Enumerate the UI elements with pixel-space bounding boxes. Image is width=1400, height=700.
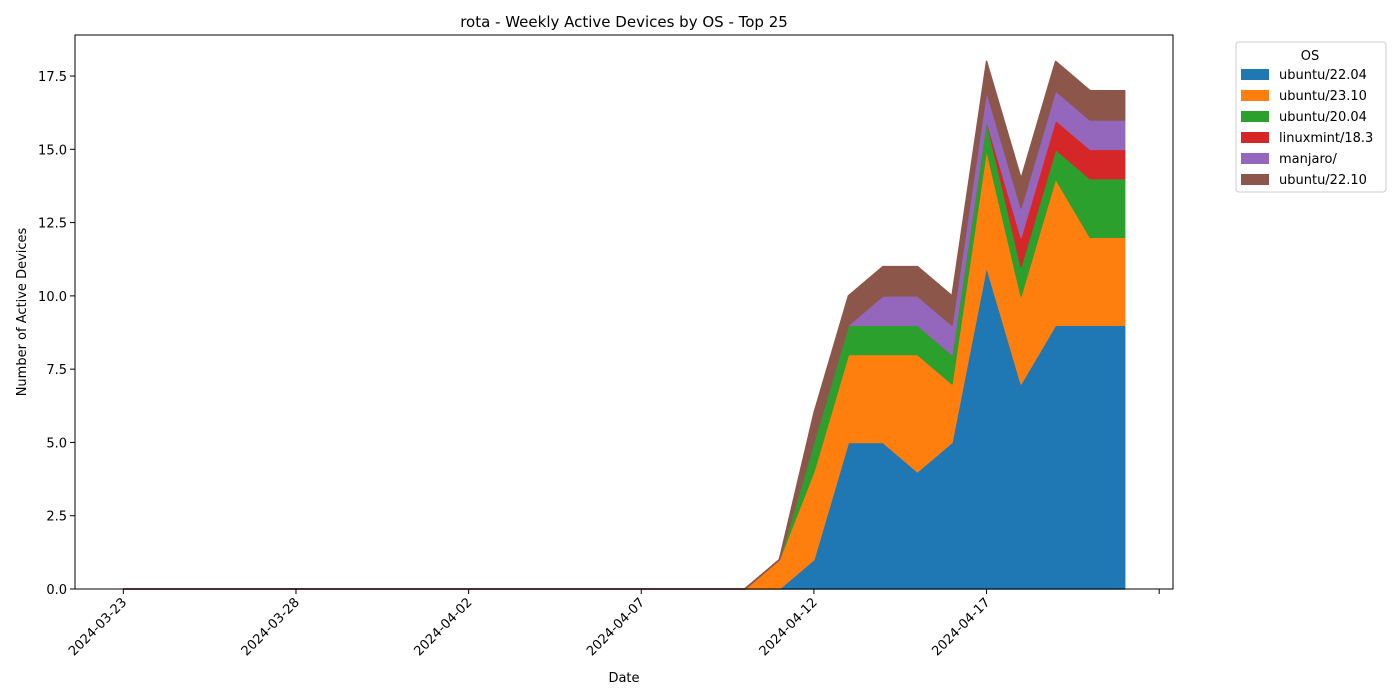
y-tick-label: 10.0 xyxy=(38,290,67,305)
legend-items: ubuntu/22.04 ubuntu/23.10 ubuntu/20.04 linu… xyxy=(1241,68,1373,188)
y-axis-label: Number of Active Devices xyxy=(15,227,30,396)
legend-swatch xyxy=(1241,111,1269,122)
legend-label: ubuntu/20.04 xyxy=(1279,110,1367,125)
y-tick-label: 0.0 xyxy=(46,583,67,598)
plot-frame xyxy=(74,34,1174,590)
legend-box xyxy=(1235,41,1387,193)
y-tick-label: 15.0 xyxy=(38,143,67,158)
x-tick-label: 2024-03-23 xyxy=(66,595,130,659)
legend-label: linuxmint/18.3 xyxy=(1279,131,1373,146)
legend-swatch xyxy=(1241,153,1269,164)
y-tick-label: 7.5 xyxy=(46,363,67,378)
legend: OS ubuntu/22.04 ubuntu/23.10 ubuntu/20.04 l… xyxy=(1235,41,1387,193)
x-axis-ticks: 2024-03-23 2024-03-28 2024-04-02 2024-04-07… xyxy=(66,589,1160,659)
plot-areas xyxy=(122,60,1126,590)
x-tick-label: 2024-04-12 xyxy=(757,595,821,659)
legend-title: OS xyxy=(1301,49,1319,64)
legend-swatch xyxy=(1241,132,1269,143)
x-tick-label: 2024-03-28 xyxy=(239,595,303,659)
chart-title: rota - Weekly Active Devices by OS - Top… xyxy=(460,13,788,31)
legend-label: ubuntu/22.04 xyxy=(1279,68,1367,83)
legend-swatch xyxy=(1241,90,1269,101)
y-tick-label: 12.5 xyxy=(38,217,67,232)
y-tick-label: 2.5 xyxy=(46,510,67,525)
legend-label: ubuntu/22.10 xyxy=(1279,173,1367,188)
x-tick-label: 2024-04-07 xyxy=(584,595,648,659)
x-tick-label: 2024-04-17 xyxy=(929,595,993,659)
y-tick-label: 17.5 xyxy=(38,70,67,85)
x-axis-label: Date xyxy=(608,671,639,686)
x-tick-label: 2024-04-02 xyxy=(411,595,475,659)
y-axis-ticks: 0.0 2.5 5.0 7.5 10.0 12.5 15.0 17.5 xyxy=(38,70,75,598)
y-tick-label: 5.0 xyxy=(46,436,67,451)
legend-label: ubuntu/23.10 xyxy=(1279,89,1367,104)
legend-label: manjaro/ xyxy=(1279,152,1337,167)
legend-swatch xyxy=(1241,174,1269,185)
legend-swatch xyxy=(1241,69,1269,80)
